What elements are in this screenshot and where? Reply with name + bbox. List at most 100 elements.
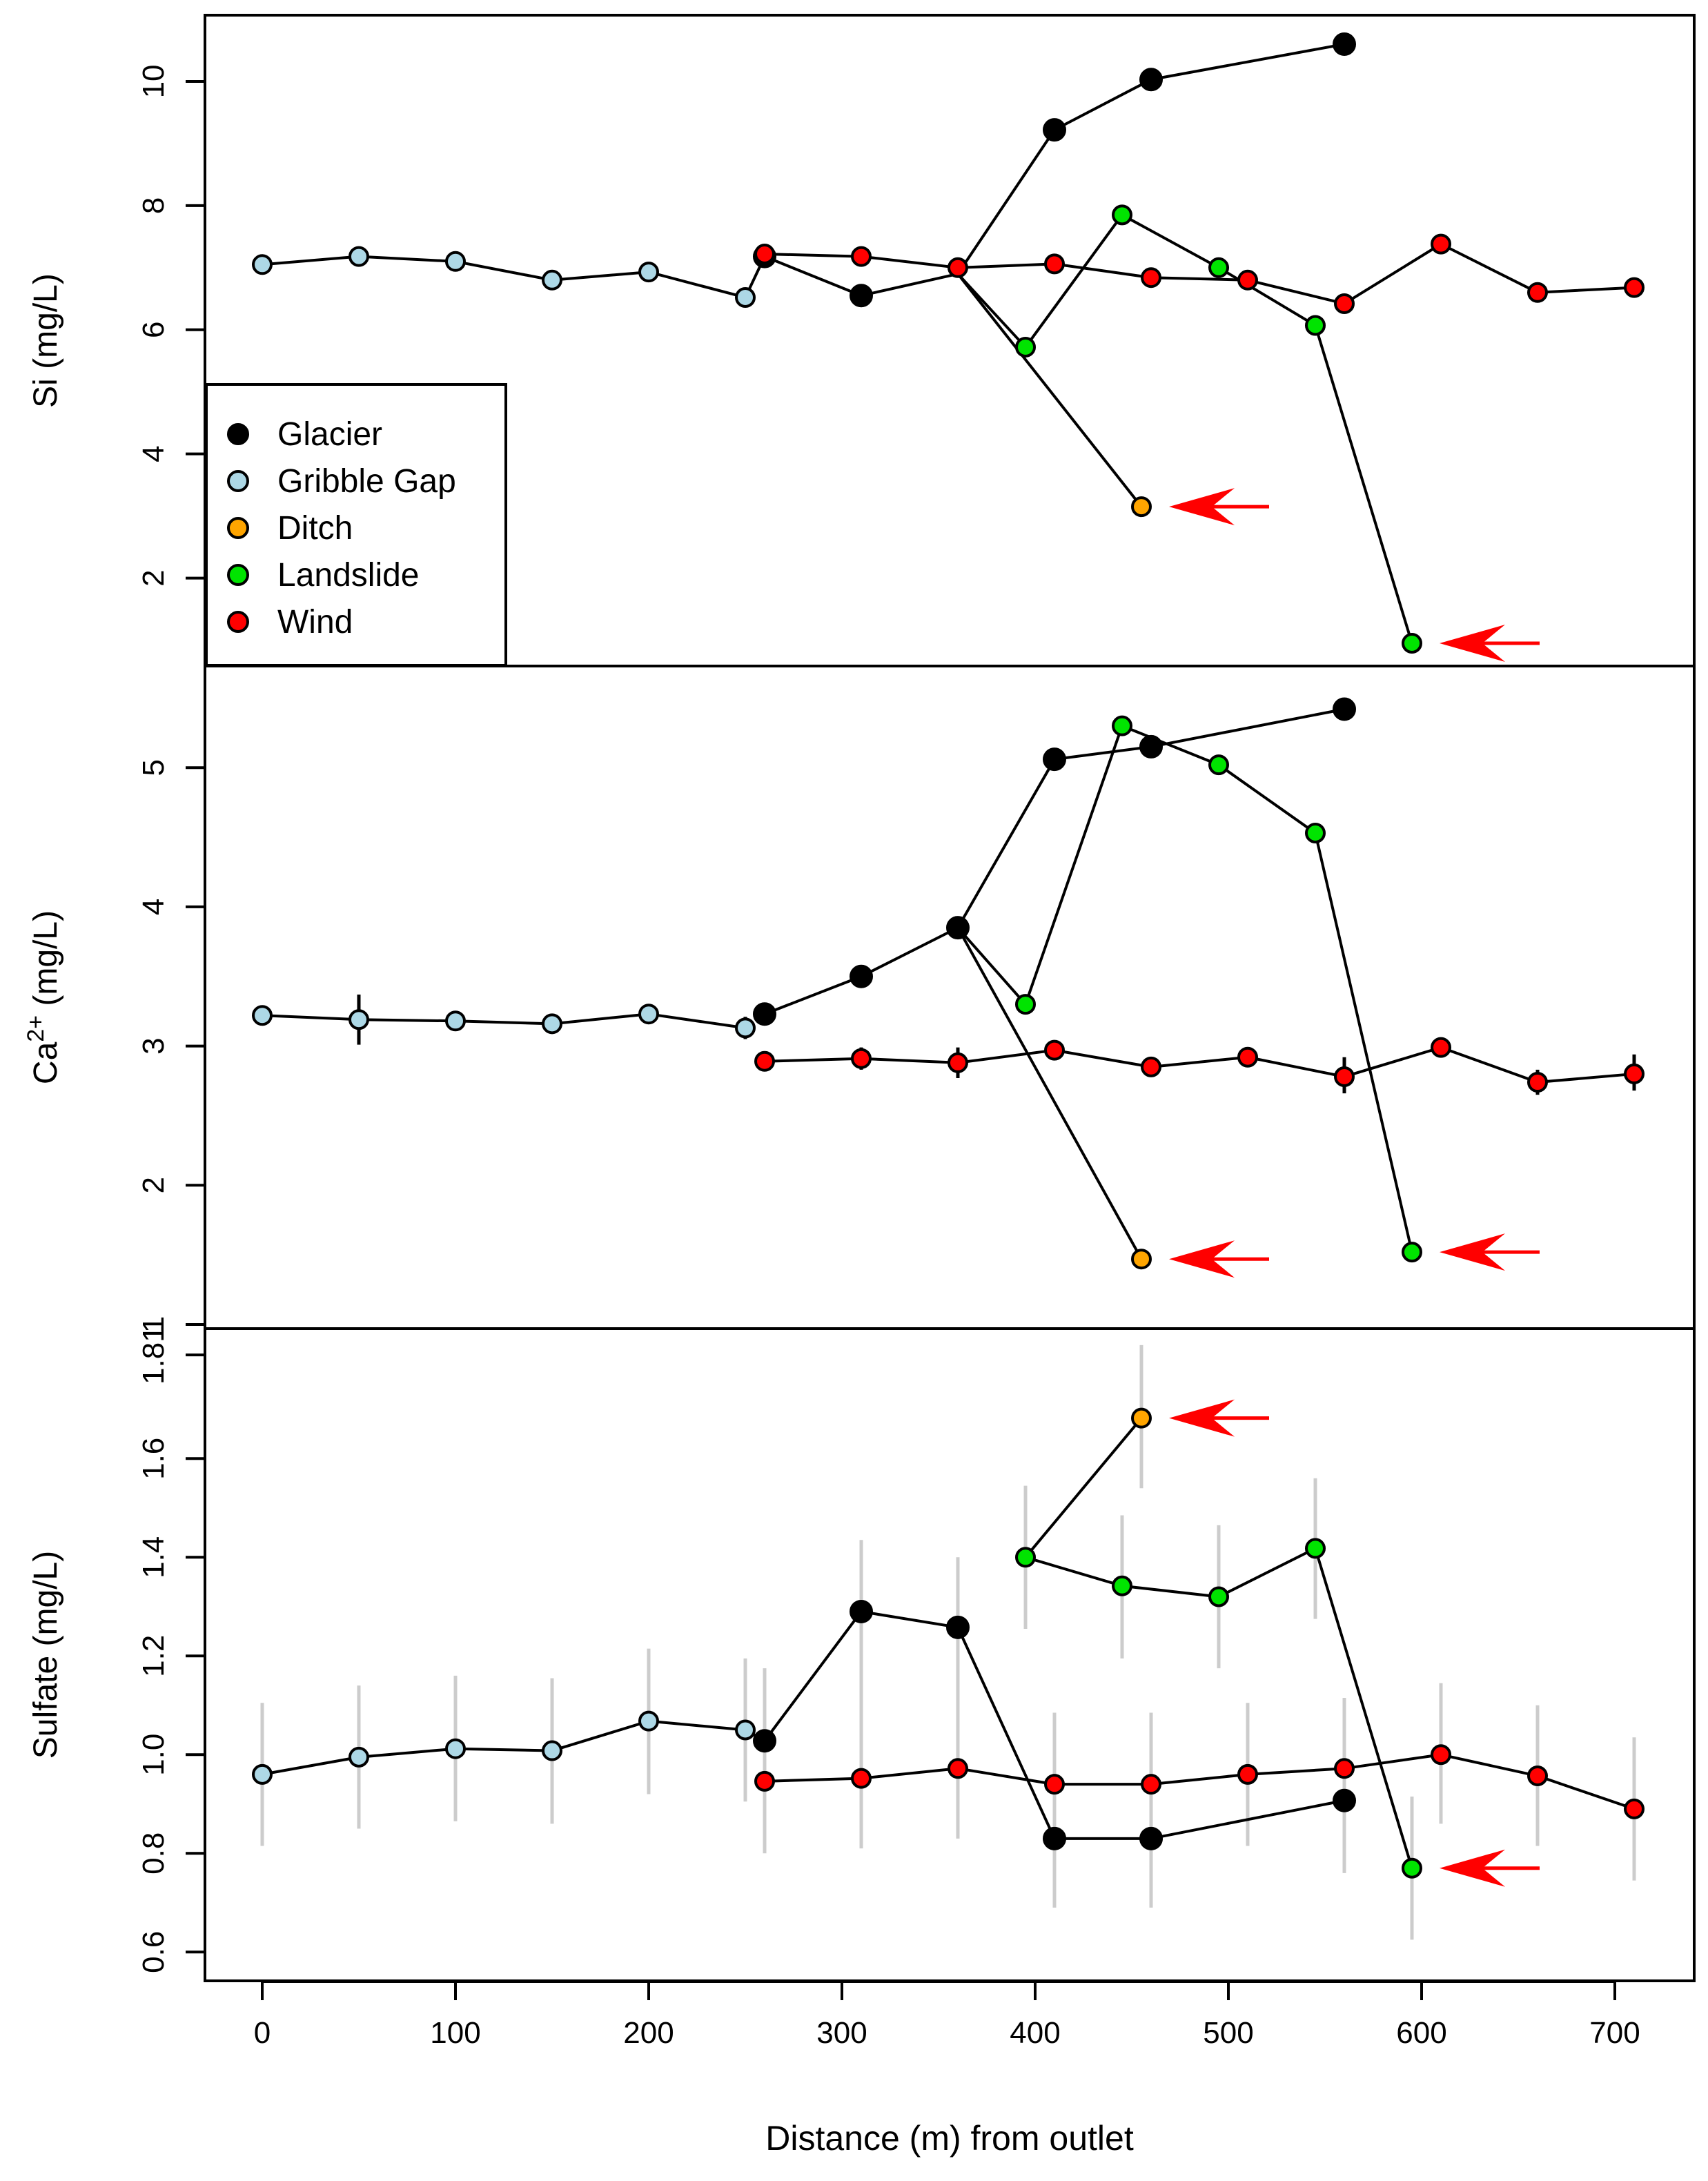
series-line-wind (764, 242, 1635, 305)
y-tick-label: 3 (137, 1037, 170, 1054)
data-point (1044, 253, 1065, 275)
legend: Glacier Gribble Gap Ditch Landslide Wind (205, 383, 507, 667)
y-tick-label: 1.81 (137, 1325, 170, 1385)
legend-label: Gribble Gap (277, 463, 456, 500)
y-tick-label: 0.6 (137, 1931, 170, 1973)
data-point (753, 1729, 776, 1753)
data-point (638, 1710, 659, 1732)
arrow-marker (1169, 1240, 1269, 1278)
data-point (948, 1052, 968, 1073)
data-point (851, 1048, 872, 1069)
series-line-ditch (956, 927, 1143, 1260)
x-tick-label: 200 (623, 2016, 674, 2050)
legend-label: Ditch (277, 510, 353, 547)
data-point (735, 286, 756, 308)
data-point (1043, 747, 1066, 772)
data-point (445, 1738, 466, 1759)
data-point (1402, 1242, 1422, 1263)
data-point (349, 1009, 369, 1030)
x-tick-label: 100 (430, 2016, 480, 2050)
data-point (1043, 118, 1066, 142)
data-point (1112, 1575, 1132, 1596)
data-point (850, 964, 873, 988)
series-line-gribble-gap (262, 1719, 746, 1776)
data-point (1431, 1037, 1451, 1058)
legend-marker (227, 611, 249, 633)
legend-label: Glacier (277, 416, 382, 453)
y-tick-label: 1.4 (137, 1536, 170, 1578)
data-point (1131, 1249, 1152, 1270)
panels-layer: 2 4 6 8 10 Si (mg/L) 1 2 3 4 5 Ca2+ (mg/L) 0.6 0.8 1.0… (23, 14, 1696, 1982)
data-point (850, 1599, 873, 1623)
data-point (946, 916, 970, 940)
y-tick-label: 10 (137, 64, 170, 98)
data-point (1527, 1766, 1548, 1787)
data-point (1043, 1826, 1066, 1850)
x-axis-title: Distance (m) from outlet (765, 2119, 1134, 2158)
data-point (349, 246, 369, 267)
y-tick-label: 1 (137, 1316, 170, 1333)
data-point (1333, 1788, 1356, 1812)
legend-marker (227, 564, 249, 586)
series-line-glacier (745, 1610, 1345, 1840)
y-axis-title: Sulfate (mg/L) (28, 1551, 64, 1759)
data-point (1333, 697, 1356, 721)
y-tick-label: 1.2 (137, 1635, 170, 1677)
data-point (1334, 293, 1355, 314)
series-line-gribble-gap (262, 255, 766, 299)
data-point (638, 262, 659, 283)
data-point (1141, 1774, 1161, 1795)
data-point (445, 251, 466, 272)
data-point (948, 1758, 968, 1779)
data-point (252, 254, 273, 275)
y-tick-label: 6 (137, 322, 170, 338)
data-point (1131, 1407, 1152, 1429)
data-point (1237, 1046, 1258, 1068)
arrow-marker (1440, 625, 1540, 663)
data-point (1527, 282, 1548, 303)
data-point (1237, 269, 1258, 291)
data-point (1208, 257, 1229, 278)
data-point (1131, 496, 1152, 518)
data-point (735, 1719, 756, 1741)
data-point (851, 1768, 872, 1789)
arrow-marker (1440, 1849, 1540, 1887)
x-tick-label: 300 (816, 2016, 867, 2050)
data-point (1334, 1758, 1355, 1779)
series-line-wind (764, 1753, 1635, 1810)
data-point (753, 1002, 776, 1026)
data-point (1624, 1063, 1645, 1084)
legend-label: Landslide (277, 557, 420, 594)
legend-label: Wind (277, 604, 353, 640)
data-point (1431, 1744, 1451, 1766)
data-point (1402, 1857, 1422, 1879)
panel-frame (204, 665, 1696, 1330)
panel-ca: 1 2 3 4 5 Ca2+ (mg/L) (23, 665, 1696, 1333)
y-tick-label: 2 (137, 569, 170, 586)
data-point (754, 1770, 775, 1792)
series-line-wind (764, 1046, 1635, 1084)
data-point (1208, 754, 1229, 776)
series-line-landslide (956, 724, 1413, 1253)
arrow-marker (1169, 488, 1269, 526)
data-point (1527, 1072, 1548, 1093)
data-point (1139, 734, 1163, 759)
x-axis: 0 100 200 300 400 500 600 700 (254, 1980, 1640, 2050)
y-tick-label: 0.8 (137, 1832, 170, 1875)
series-line-gribble-gap (262, 1013, 746, 1030)
data-point (1208, 1586, 1229, 1607)
data-point (445, 1010, 466, 1032)
data-point (1139, 68, 1163, 92)
y-tick-label: 1.6 (137, 1438, 170, 1480)
data-point (252, 1005, 273, 1026)
y-tick-label: 1.0 (137, 1734, 170, 1776)
legend-marker (227, 517, 249, 539)
data-point (542, 269, 562, 291)
data-point (1237, 1763, 1258, 1785)
y-tick-label: 4 (137, 899, 170, 915)
data-point (946, 1615, 970, 1639)
data-point (1112, 715, 1132, 736)
arrow-marker (1440, 1233, 1540, 1271)
data-point (1015, 1547, 1036, 1568)
